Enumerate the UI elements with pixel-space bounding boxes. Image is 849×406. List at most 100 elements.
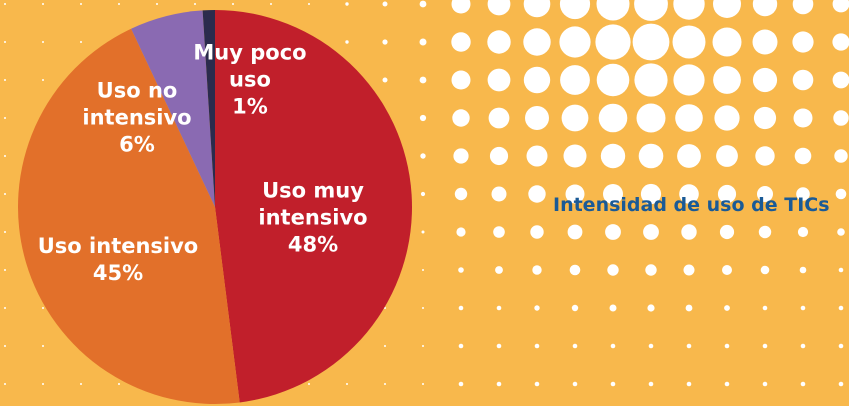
bg-dot (837, 228, 845, 236)
bg-dot (4, 41, 6, 43)
bg-dot (570, 265, 581, 276)
value-label: 1% (185, 94, 315, 121)
bg-dot (422, 383, 424, 385)
bg-dot (525, 106, 549, 130)
bg-dot (675, 104, 703, 132)
bg-dot (794, 109, 813, 128)
bg-dot (308, 383, 310, 385)
bg-dot (801, 306, 806, 311)
bg-dot (793, 0, 814, 14)
bg-dot (80, 3, 82, 5)
bg-dot (562, 105, 589, 132)
bg-dot (634, 63, 667, 96)
bg-dot (42, 383, 44, 385)
bg-dot (753, 68, 777, 92)
bg-dot (42, 307, 44, 309)
bg-dot (4, 383, 6, 385)
bg-dot (801, 382, 806, 387)
bg-dot (713, 28, 742, 57)
bg-dot (4, 117, 6, 119)
bg-dot (597, 0, 630, 21)
bg-dot (595, 24, 630, 59)
bg-dot (4, 231, 6, 233)
bg-dot (605, 224, 621, 240)
bg-dot (42, 345, 44, 347)
bg-dot (792, 31, 813, 52)
bg-dot (383, 2, 388, 7)
bg-dot (649, 344, 654, 349)
bg-dot (597, 64, 630, 97)
category-label: Muy poco uso (185, 40, 315, 94)
bg-dot (643, 224, 659, 240)
bg-dot (677, 144, 701, 168)
bg-dot (634, 0, 668, 21)
bg-dot (118, 383, 120, 385)
bg-dot (532, 265, 541, 274)
bg-dot (833, 110, 848, 125)
bg-dot (346, 383, 348, 385)
bg-dot (832, 33, 849, 50)
bg-dot (493, 226, 505, 238)
bg-dot (308, 3, 310, 5)
bg-dot (647, 304, 654, 311)
bg-dot (716, 145, 738, 167)
bg-dot (420, 77, 427, 84)
bg-dot (524, 0, 551, 17)
bg-dot (422, 345, 424, 347)
bg-dot (793, 70, 814, 91)
bg-dot (523, 28, 550, 55)
bg-dot (722, 265, 732, 275)
bg-dot (535, 382, 540, 387)
bg-dot (610, 305, 617, 312)
bg-dot (535, 344, 540, 349)
bg-dot (763, 382, 768, 387)
bg-dot (673, 0, 704, 20)
bg-dot (384, 345, 386, 347)
bg-dot (232, 3, 234, 5)
bg-dot (4, 345, 6, 347)
bg-dot (4, 79, 6, 81)
category-label: Uso intensivo (23, 233, 213, 260)
bg-dot (452, 71, 471, 90)
bg-dot (80, 383, 82, 385)
bg-dot (759, 226, 771, 238)
bg-dot (459, 382, 464, 387)
bg-dot (564, 145, 587, 168)
bg-dot (607, 264, 618, 275)
category-label: Uso muy intensivo (248, 178, 378, 232)
bg-dot (560, 65, 590, 95)
bg-dot (753, 0, 777, 16)
bg-dot (459, 306, 464, 311)
bg-dot (527, 146, 548, 167)
bg-dot (839, 382, 844, 387)
bg-dot (673, 64, 704, 95)
bg-dot (534, 305, 539, 310)
bg-dot (801, 344, 806, 349)
bg-dot (488, 0, 511, 15)
bg-dot (573, 344, 578, 349)
bg-dot (753, 30, 778, 55)
bg-dot (420, 39, 427, 46)
bg-dot (42, 3, 44, 5)
slice-label: Muy poco uso1% (185, 40, 315, 121)
bg-dot (763, 344, 768, 349)
bg-dot (420, 1, 427, 8)
bg-dot (487, 30, 510, 53)
bg-dot (422, 231, 425, 234)
bg-dot (452, 0, 471, 14)
bg-dot (345, 40, 348, 43)
bg-dot (495, 266, 503, 274)
bg-dot (492, 187, 507, 202)
bg-dot (834, 149, 847, 162)
bg-dot (420, 115, 426, 121)
bg-dot (568, 225, 583, 240)
bg-dot (384, 383, 386, 385)
category-label: Uso no intensivo (72, 78, 202, 132)
bg-dot (383, 78, 388, 83)
value-label: 6% (72, 132, 202, 159)
bg-dot (836, 189, 847, 200)
bg-dot (725, 382, 730, 387)
bg-dot (763, 306, 768, 311)
